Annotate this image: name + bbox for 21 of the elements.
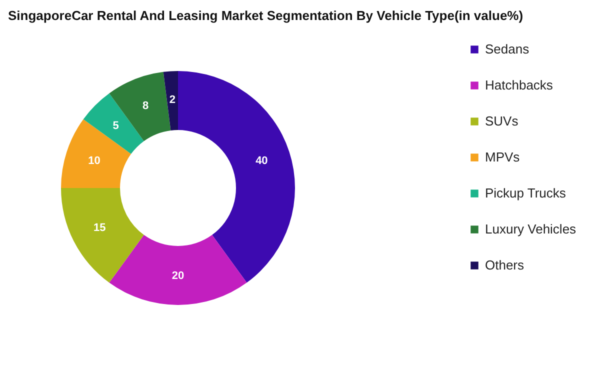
data-label: 15 <box>93 222 106 234</box>
donut-slice <box>163 71 178 130</box>
donut-slice <box>109 234 247 305</box>
donut-slice <box>83 93 144 154</box>
legend-label: SUVs <box>485 114 519 128</box>
donut-slice <box>61 188 144 283</box>
data-label: 10 <box>88 154 100 167</box>
chart-title: SingaporeCar Rental And Leasing Market Segmentation By Vehicle Type(in value%) <box>8 8 524 23</box>
data-label: 20 <box>172 270 184 282</box>
legend-label: Pickup Trucks <box>485 186 566 200</box>
legend-label: Luxury Vehicles <box>485 222 577 236</box>
donut-slice <box>61 119 132 188</box>
data-label: 5 <box>112 120 119 132</box>
legend-label: MPVs <box>485 150 520 164</box>
legend-label: Others <box>485 258 525 272</box>
legend-label: Hatchbacks <box>485 78 554 92</box>
data-label: 40 <box>256 154 268 167</box>
donut-slice <box>109 72 171 142</box>
legend-label: Sedans <box>485 42 530 56</box>
data-label: 2 <box>169 94 176 106</box>
data-label: 8 <box>142 100 149 112</box>
